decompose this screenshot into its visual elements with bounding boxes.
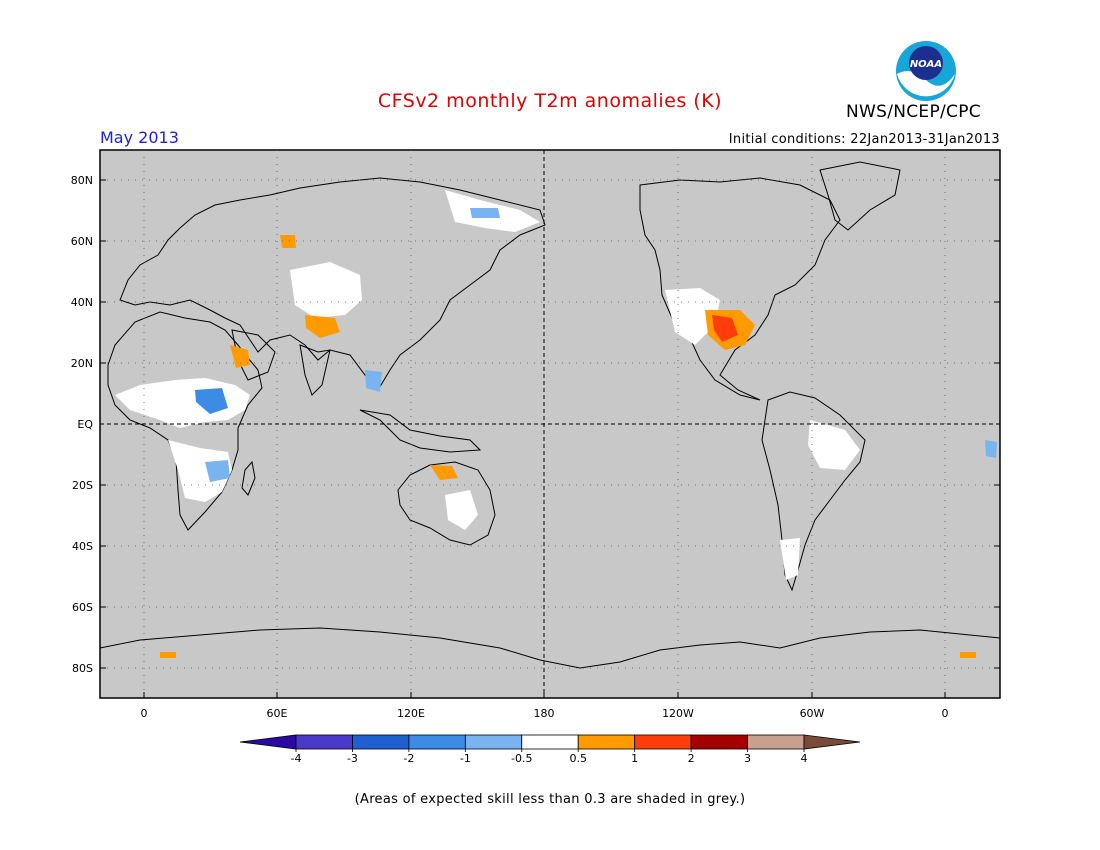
colorbar-tick-label: -3	[347, 752, 358, 765]
lon-label: 0	[141, 707, 148, 720]
colorbar-swatch	[747, 734, 805, 750]
colorbar-swatch	[690, 734, 748, 750]
africa-coast	[107, 311, 263, 531]
cool-anomaly-areas	[195, 208, 997, 482]
lat-label: 40N	[71, 296, 93, 309]
lon-label: 60W	[800, 707, 825, 720]
colorbar-swatch	[464, 734, 523, 750]
colorbar-swatch	[577, 734, 636, 750]
lat-label: EQ	[77, 418, 93, 431]
lat-label: 60N	[71, 235, 93, 248]
greenland-coast	[819, 161, 901, 231]
colorbar: -4 -3 -2 -1 -0.5 0.5 1 2 3 4	[239, 734, 861, 765]
lat-axis: 80N 60N 40N 20N EQ 20S 40S 60S 80S	[71, 174, 94, 675]
lon-label: 60E	[267, 707, 288, 720]
colorbar-tick-label: 3	[744, 752, 751, 765]
colorbar-tick-label: -1	[460, 752, 471, 765]
lat-label: 20S	[72, 479, 93, 492]
reference-lines	[100, 150, 1000, 698]
colorbar-tick-label: 1	[631, 752, 638, 765]
colorbar-tick-label: 0.5	[569, 752, 587, 765]
lat-ticks	[100, 179, 1000, 669]
near-normal-areas	[115, 190, 860, 580]
lon-label: 120E	[397, 707, 425, 720]
chart-title: CFSv2 monthly T2m anomalies (K)	[377, 90, 723, 112]
forecast-month: May 2013	[100, 128, 179, 147]
lon-label: 0	[942, 707, 949, 720]
colorbar-tick-label: 4	[801, 752, 808, 765]
colorbar-swatch	[352, 734, 410, 750]
colorbar-tick-label: 2	[688, 752, 695, 765]
south-america-coast	[761, 391, 866, 592]
lat-label: 80S	[72, 662, 93, 675]
svg-text:NOAA: NOAA	[910, 59, 942, 70]
lon-label: 180	[534, 707, 555, 720]
indonesia-coast	[359, 409, 482, 453]
north-america-coast	[639, 177, 841, 401]
madagascar-coast	[241, 460, 256, 496]
colorbar-high-triangle	[803, 734, 861, 750]
initial-conditions: Initial conditions: 22Jan2013-31Jan2013	[728, 132, 1000, 147]
warm-anomaly-areas	[160, 235, 976, 658]
colorbar-tick-label: -2	[403, 752, 414, 765]
antarctica-coast	[99, 627, 1001, 669]
lon-axis: 0 60E 120E 180 120W 60W 0	[141, 707, 949, 720]
lon-ticks	[143, 692, 946, 698]
lon-label: 120W	[662, 707, 694, 720]
colorbar-swatch	[634, 734, 692, 750]
eurasia-coast	[119, 177, 546, 391]
colorbar-tick-label: -0.5	[511, 752, 532, 765]
india-coast	[299, 344, 331, 396]
colorbar-low-triangle	[239, 734, 297, 750]
colorbar-tick-label: -4	[291, 752, 302, 765]
noaa-logo: NOAA	[896, 41, 956, 101]
colorbar-swatch	[295, 734, 353, 750]
coastline-layer	[99, 161, 1001, 669]
lat-label: 20N	[71, 357, 93, 370]
colorbar-swatch	[521, 734, 579, 750]
lat-label: 60S	[72, 601, 93, 614]
agency-label: NWS/NCEP/CPC	[846, 102, 981, 122]
colorbar-swatch	[408, 734, 466, 750]
lat-label: 80N	[71, 174, 93, 187]
lat-label: 40S	[72, 540, 93, 553]
footnote: (Areas of expected skill less than 0.3 a…	[354, 792, 746, 807]
australia-coast	[397, 461, 496, 546]
